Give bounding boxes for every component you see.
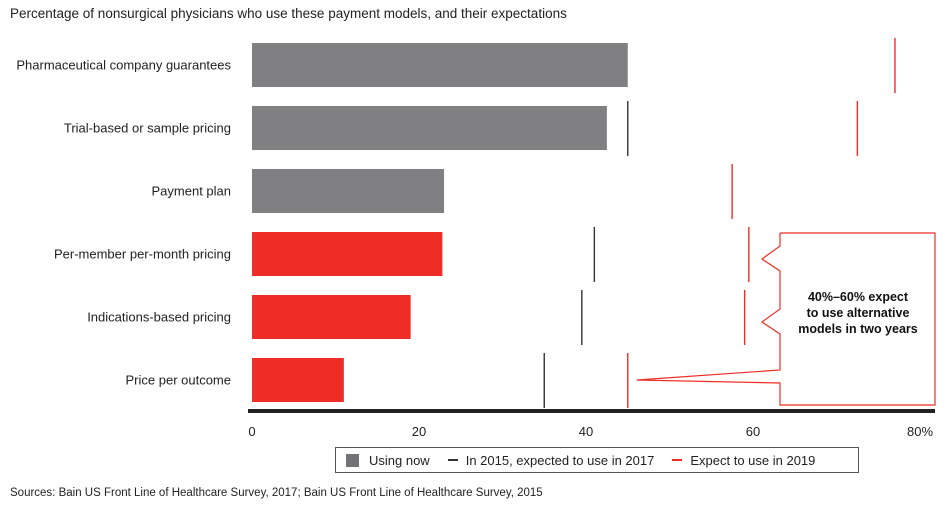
- legend-item-expected-2017: In 2015, expected to use in 2017: [447, 452, 655, 468]
- category-labels: Pharmaceutical company guarantees Trial-b…: [16, 58, 231, 388]
- chart-title: Percentage of nonsurgical physicians who…: [10, 6, 567, 21]
- callout-bracket: [636, 232, 936, 406]
- bars-layer: [252, 43, 628, 402]
- bar: [252, 106, 607, 150]
- x-tick-label: 20: [412, 424, 426, 439]
- legend-swatch-gray: [346, 453, 359, 467]
- x-axis-line: [248, 409, 935, 413]
- x-tick-label: 0: [248, 424, 255, 439]
- legend-swatch-dark-line: [447, 459, 458, 461]
- legend-item-expect-2019: Expect to use in 2019: [672, 453, 815, 468]
- category-label: Payment plan: [152, 184, 232, 199]
- x-axis: 0 20 40 60 80%: [248, 409, 935, 439]
- category-label: Pharmaceutical company guarantees: [16, 58, 231, 73]
- category-label: Trial-based or sample pricing: [64, 121, 231, 136]
- x-tick-label: 60: [746, 424, 760, 439]
- bar: [252, 295, 411, 339]
- bar: [252, 232, 443, 276]
- bar: [252, 358, 344, 402]
- callout-text-line: 40%–60% expect: [808, 290, 909, 304]
- source-note: Sources: Bain US Front Line of Healthcar…: [10, 487, 543, 499]
- legend-label-using-now: Using now: [369, 452, 430, 468]
- legend: Using now In 2015, expected to use in 20…: [335, 447, 859, 473]
- x-tick-label: 80%: [907, 424, 933, 439]
- bar: [252, 169, 445, 213]
- legend-label-expected-2017: In 2015, expected to use in 2017: [465, 452, 655, 468]
- category-label: Price per outcome: [126, 373, 232, 388]
- markers-layer: [543, 38, 896, 408]
- category-label: Per-member per-month pricing: [54, 247, 231, 262]
- legend-swatch-red-line: [672, 459, 683, 461]
- legend-item-using-now: Using now: [346, 453, 430, 468]
- x-tick-label: 40: [579, 424, 593, 439]
- legend-label-expect-2019: Expect to use in 2019: [690, 452, 816, 468]
- callout-text-line: models in two years: [798, 322, 918, 336]
- bar: [252, 43, 628, 87]
- category-label: Indications-based pricing: [87, 310, 231, 325]
- callout-text-line: to use alternative: [807, 306, 910, 320]
- callout: 40%–60% expect to use alternative models i…: [636, 232, 936, 406]
